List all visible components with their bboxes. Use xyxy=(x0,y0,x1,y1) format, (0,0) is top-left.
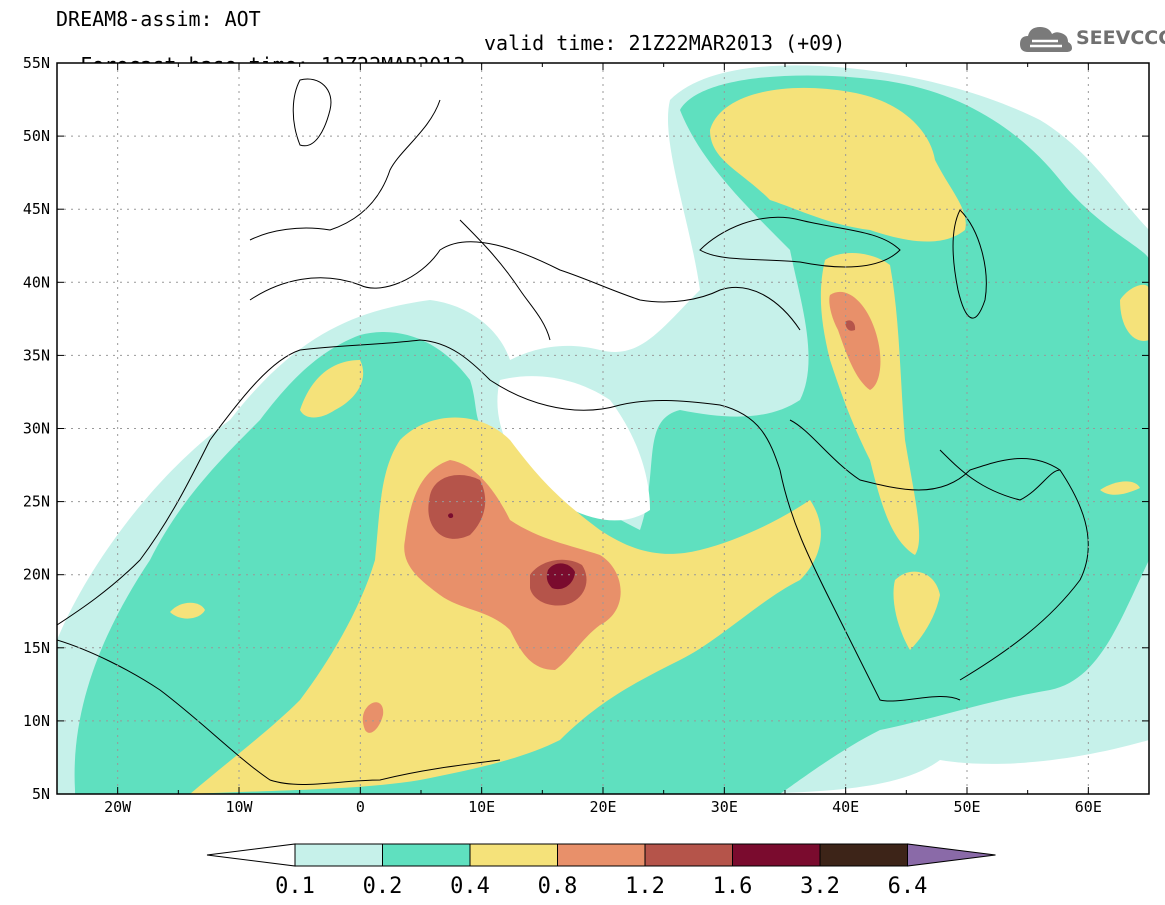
lat-label-35N: 35N xyxy=(23,346,50,364)
aot-band-0-8-ghana xyxy=(362,702,384,733)
gridlines xyxy=(57,63,1149,794)
aot-band-1-6-chad xyxy=(546,563,575,590)
colorbar-low-arrow xyxy=(206,843,296,867)
lat-label-20N: 20N xyxy=(23,566,50,584)
coastlines xyxy=(57,78,1089,785)
aot-band-0-4-morocco xyxy=(300,360,364,418)
seevccc-logo: SEEVCCC xyxy=(1018,22,1165,58)
colorbar-label-6.4: 6.4 xyxy=(888,874,928,899)
coastline-0 xyxy=(57,339,781,626)
colorbar-segment-1 xyxy=(382,843,471,867)
colorbar-label-0.8: 0.8 xyxy=(538,874,578,899)
colorbar-label-0.1: 0.1 xyxy=(275,874,315,899)
lat-label-15N: 15N xyxy=(23,639,50,657)
aot-band-1-6-algeria xyxy=(448,513,454,519)
lat-label-45N: 45N xyxy=(23,200,50,218)
lon-label-20W: 20W xyxy=(104,798,132,816)
coastline-4 xyxy=(249,241,801,331)
colorbar-label-0.4: 0.4 xyxy=(450,874,490,899)
lon-label-50E: 50E xyxy=(953,798,980,816)
coastline-10 xyxy=(57,639,501,785)
colorbar-segment-5 xyxy=(732,843,821,867)
lat-label-55N: 55N xyxy=(23,54,50,72)
colorbar-labels: 0.1 0.2 0.4 0.8 1.2 1.6 3.2 6.4 xyxy=(275,874,927,899)
coastline-2 xyxy=(789,419,1089,681)
cloud-icon xyxy=(1020,27,1072,52)
colorbar-segment-0 xyxy=(294,843,383,867)
lon-label-10W: 10W xyxy=(225,798,253,816)
aot-band-0-2 xyxy=(74,75,1149,794)
coastline-7 xyxy=(952,209,987,319)
aot-band-0-4-ukraine xyxy=(710,87,966,242)
colorbar-label-0.2: 0.2 xyxy=(363,874,403,899)
coastline-9 xyxy=(292,78,332,147)
colorbar-high-arrow xyxy=(907,843,996,867)
colorbar xyxy=(206,843,996,867)
colorbar-label-1.6: 1.6 xyxy=(713,874,753,899)
lat-label-10N: 10N xyxy=(23,712,50,730)
aot-band-1-2-algeria xyxy=(428,475,486,539)
lat-label-40N: 40N xyxy=(23,273,50,291)
coastline-8 xyxy=(249,99,441,241)
colorbar-segment-4 xyxy=(644,843,733,867)
aot-band-1-2-iraq xyxy=(845,320,856,331)
aot-band-0-4-iran xyxy=(1120,284,1149,341)
longitude-labels: 20W 10W 0 10E 20E 30E 40E 50E 60E xyxy=(104,798,1102,816)
lon-label-20E: 20E xyxy=(589,798,616,816)
colorbar-segment-3 xyxy=(557,843,646,867)
lon-label-30E: 30E xyxy=(711,798,738,816)
lat-label-30N: 30N xyxy=(23,420,50,438)
coastline-6 xyxy=(699,216,901,268)
lon-label-60E: 60E xyxy=(1075,798,1102,816)
aot-field xyxy=(57,65,1149,794)
aot-band-0-8-iraq xyxy=(829,291,881,390)
latitude-labels: 5N 10N 15N 20N 25N 30N 35N 40N 45N 50N 55N xyxy=(23,54,50,803)
coastline-3 xyxy=(939,449,1061,501)
coastline-5 xyxy=(459,219,551,341)
lon-label-10E: 10E xyxy=(468,798,495,816)
colorbar-segment-6 xyxy=(819,843,908,867)
lon-label-0: 0 xyxy=(356,798,365,816)
colorbar-label-3.2: 3.2 xyxy=(800,874,840,899)
axis-ticks xyxy=(56,62,1150,795)
logo-text: SEEVCCC xyxy=(1076,27,1165,49)
colorbar-label-1.2: 1.2 xyxy=(625,874,665,899)
lat-label-5N: 5N xyxy=(32,785,50,803)
lat-label-25N: 25N xyxy=(23,493,50,511)
aot-band-0-4-arabia xyxy=(893,571,940,650)
map-title: DREAM8-assim: AOT xyxy=(56,7,261,31)
coastline-1 xyxy=(779,469,961,702)
colorbar-segment-2 xyxy=(469,843,558,867)
lat-label-50N: 50N xyxy=(23,127,50,145)
valid-time: valid time: 21Z22MAR2013 (+09) xyxy=(484,31,846,55)
lon-label-40E: 40E xyxy=(832,798,859,816)
aot-band-0-4-west xyxy=(170,602,205,619)
aot-band-0-4-gulf xyxy=(1100,481,1140,495)
